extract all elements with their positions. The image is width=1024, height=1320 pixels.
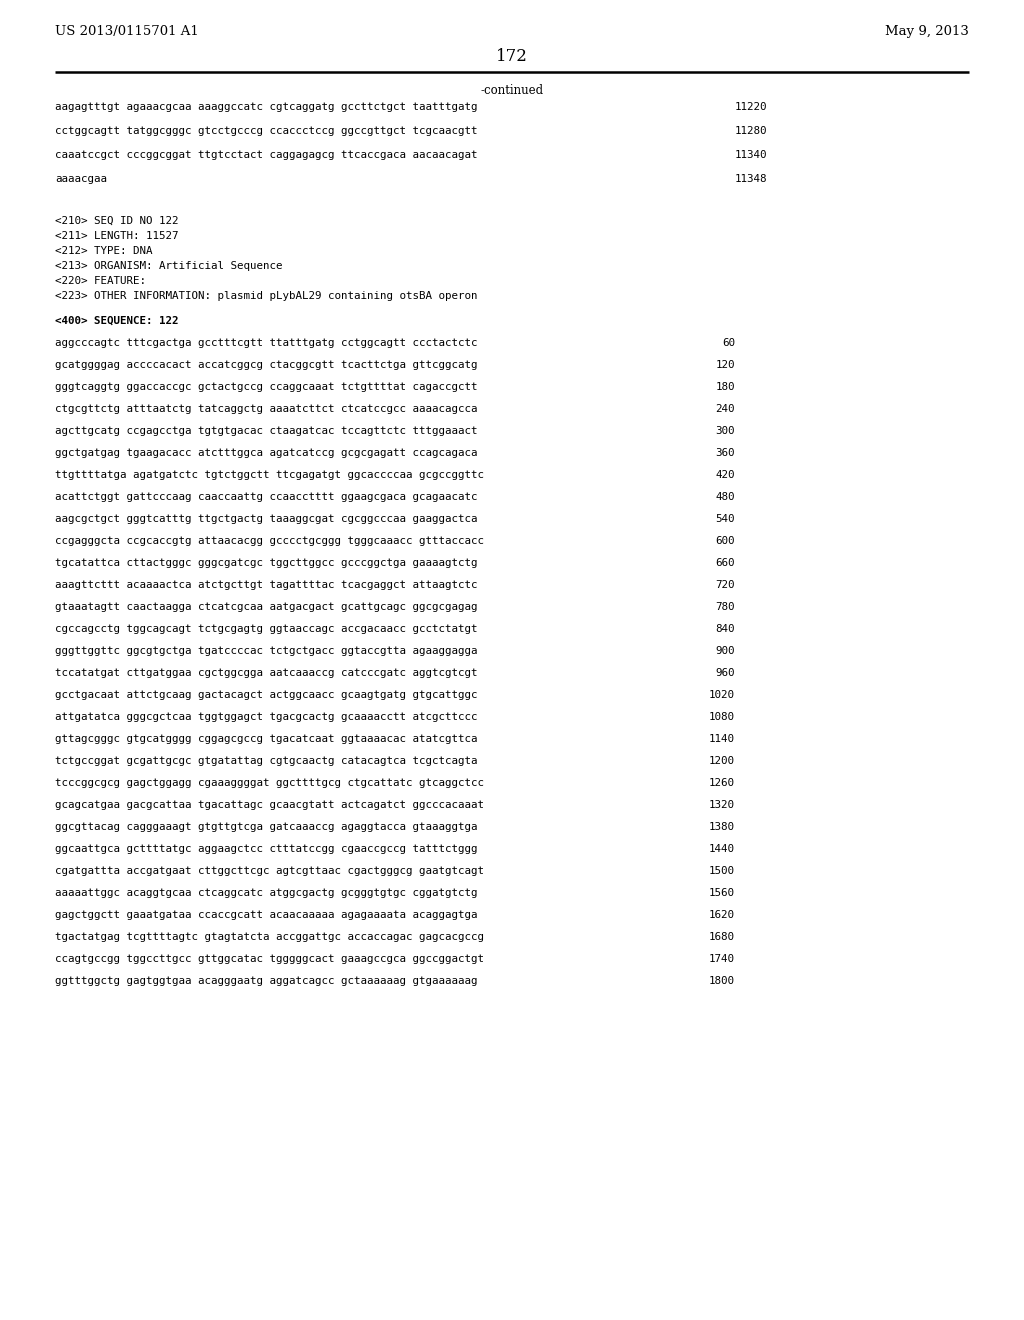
Text: 840: 840 (716, 624, 735, 634)
Text: acattctggt gattcccaag caaccaattg ccaacctttt ggaagcgaca gcagaacatc: acattctggt gattcccaag caaccaattg ccaacct… (55, 492, 477, 502)
Text: aaagttcttt acaaaactca atctgcttgt tagattttac tcacgaggct attaagtctc: aaagttcttt acaaaactca atctgcttgt tagattt… (55, 579, 477, 590)
Text: tctgccggat gcgattgcgc gtgatattag cgtgcaactg catacagtca tcgctcagta: tctgccggat gcgattgcgc gtgatattag cgtgcaa… (55, 756, 477, 766)
Text: tcccggcgcg gagctggagg cgaaaggggat ggcttttgcg ctgcattatc gtcaggctcc: tcccggcgcg gagctggagg cgaaaggggat ggcttt… (55, 777, 484, 788)
Text: 780: 780 (716, 602, 735, 612)
Text: gcatggggag accccacact accatcggcg ctacggcgtt tcacttctga gttcggcatg: gcatggggag accccacact accatcggcg ctacggc… (55, 360, 477, 370)
Text: 1440: 1440 (709, 843, 735, 854)
Text: <223> OTHER INFORMATION: plasmid pLybAL29 containing otsBA operon: <223> OTHER INFORMATION: plasmid pLybAL2… (55, 290, 477, 301)
Text: 120: 120 (716, 360, 735, 370)
Text: 180: 180 (716, 381, 735, 392)
Text: <211> LENGTH: 11527: <211> LENGTH: 11527 (55, 231, 178, 242)
Text: 1560: 1560 (709, 888, 735, 898)
Text: 1500: 1500 (709, 866, 735, 876)
Text: 360: 360 (716, 447, 735, 458)
Text: 900: 900 (716, 645, 735, 656)
Text: aggcccagtc tttcgactga gcctttcgtt ttatttgatg cctggcagtt ccctactctc: aggcccagtc tttcgactga gcctttcgtt ttatttg… (55, 338, 477, 348)
Text: 1200: 1200 (709, 756, 735, 766)
Text: 1620: 1620 (709, 909, 735, 920)
Text: tgcatattca cttactgggc gggcgatcgc tggcttggcc gcccggctga gaaaagtctg: tgcatattca cttactgggc gggcgatcgc tggcttg… (55, 558, 477, 568)
Text: gagctggctt gaaatgataa ccaccgcatt acaacaaaaa agagaaaata acaggagtga: gagctggctt gaaatgataa ccaccgcatt acaacaa… (55, 909, 477, 920)
Text: cgatgattta accgatgaat cttggcttcgc agtcgttaac cgactgggcg gaatgtcagt: cgatgattta accgatgaat cttggcttcgc agtcgt… (55, 866, 484, 876)
Text: ctgcgttctg atttaatctg tatcaggctg aaaatcttct ctcatccgcc aaaacagcca: ctgcgttctg atttaatctg tatcaggctg aaaatct… (55, 404, 477, 414)
Text: 1740: 1740 (709, 954, 735, 964)
Text: 600: 600 (716, 536, 735, 546)
Text: 172: 172 (496, 48, 528, 65)
Text: 240: 240 (716, 404, 735, 414)
Text: gttagcgggc gtgcatgggg cggagcgccg tgacatcaat ggtaaaacac atatcgttca: gttagcgggc gtgcatgggg cggagcgccg tgacatc… (55, 734, 477, 744)
Text: aagagtttgt agaaacgcaa aaaggccatc cgtcaggatg gccttctgct taatttgatg: aagagtttgt agaaacgcaa aaaggccatc cgtcagg… (55, 102, 477, 112)
Text: US 2013/0115701 A1: US 2013/0115701 A1 (55, 25, 199, 38)
Text: gcctgacaat attctgcaag gactacagct actggcaacc gcaagtgatg gtgcattggc: gcctgacaat attctgcaag gactacagct actggca… (55, 690, 477, 700)
Text: 1020: 1020 (709, 690, 735, 700)
Text: gggtcaggtg ggaccaccgc gctactgccg ccaggcaaat tctgttttat cagaccgctt: gggtcaggtg ggaccaccgc gctactgccg ccaggca… (55, 381, 477, 392)
Text: <400> SEQUENCE: 122: <400> SEQUENCE: 122 (55, 315, 178, 326)
Text: caaatccgct cccggcggat ttgtcctact caggagagcg ttcaccgaca aacaacagat: caaatccgct cccggcggat ttgtcctact caggaga… (55, 150, 477, 160)
Text: <213> ORGANISM: Artificial Sequence: <213> ORGANISM: Artificial Sequence (55, 261, 283, 271)
Text: 300: 300 (716, 426, 735, 436)
Text: 1080: 1080 (709, 711, 735, 722)
Text: -continued: -continued (480, 84, 544, 96)
Text: gtaaatagtt caactaagga ctcatcgcaa aatgacgact gcattgcagc ggcgcgagag: gtaaatagtt caactaagga ctcatcgcaa aatgacg… (55, 602, 477, 612)
Text: 60: 60 (722, 338, 735, 348)
Text: ttgttttatga agatgatctc tgtctggctt ttcgagatgt ggcaccccaa gcgccggttc: ttgttttatga agatgatctc tgtctggctt ttcgag… (55, 470, 484, 480)
Text: gcagcatgaa gacgcattaa tgacattagc gcaacgtatt actcagatct ggcccacaaat: gcagcatgaa gacgcattaa tgacattagc gcaacgt… (55, 800, 484, 810)
Text: 1140: 1140 (709, 734, 735, 744)
Text: aagcgctgct gggtcatttg ttgctgactg taaaggcgat cgcggcccaa gaaggactca: aagcgctgct gggtcatttg ttgctgactg taaaggc… (55, 513, 477, 524)
Text: ccgagggcta ccgcaccgtg attaacacgg gcccctgcggg tgggcaaacc gtttaccacc: ccgagggcta ccgcaccgtg attaacacgg gcccctg… (55, 536, 484, 546)
Text: <212> TYPE: DNA: <212> TYPE: DNA (55, 246, 153, 256)
Text: ggtttggctg gagtggtgaa acagggaatg aggatcagcc gctaaaaaag gtgaaaaaag: ggtttggctg gagtggtgaa acagggaatg aggatca… (55, 975, 477, 986)
Text: 11348: 11348 (735, 174, 768, 183)
Text: 420: 420 (716, 470, 735, 480)
Text: 11280: 11280 (735, 125, 768, 136)
Text: <210> SEQ ID NO 122: <210> SEQ ID NO 122 (55, 216, 178, 226)
Text: 11340: 11340 (735, 150, 768, 160)
Text: cctggcagtt tatggcgggc gtcctgcccg ccaccctccg ggccgttgct tcgcaacgtt: cctggcagtt tatggcgggc gtcctgcccg ccaccct… (55, 125, 477, 136)
Text: 960: 960 (716, 668, 735, 678)
Text: gggttggttc ggcgtgctga tgatccccac tctgctgacc ggtaccgtta agaaggagga: gggttggttc ggcgtgctga tgatccccac tctgctg… (55, 645, 477, 656)
Text: agcttgcatg ccgagcctga tgtgtgacac ctaagatcac tccagttctc tttggaaact: agcttgcatg ccgagcctga tgtgtgacac ctaagat… (55, 426, 477, 436)
Text: 1320: 1320 (709, 800, 735, 810)
Text: 11220: 11220 (735, 102, 768, 112)
Text: aaaacgaa: aaaacgaa (55, 174, 106, 183)
Text: tgactatgag tcgttttagtc gtagtatcta accggattgc accaccagac gagcacgccg: tgactatgag tcgttttagtc gtagtatcta accgga… (55, 932, 484, 942)
Text: ggcaattgca gcttttatgc aggaagctcc ctttatccgg cgaaccgccg tatttctggg: ggcaattgca gcttttatgc aggaagctcc ctttatc… (55, 843, 477, 854)
Text: 480: 480 (716, 492, 735, 502)
Text: <220> FEATURE:: <220> FEATURE: (55, 276, 146, 286)
Text: 1680: 1680 (709, 932, 735, 942)
Text: aaaaattggc acaggtgcaa ctcaggcatc atggcgactg gcgggtgtgc cggatgtctg: aaaaattggc acaggtgcaa ctcaggcatc atggcga… (55, 888, 477, 898)
Text: tccatatgat cttgatggaa cgctggcgga aatcaaaccg catcccgatc aggtcgtcgt: tccatatgat cttgatggaa cgctggcgga aatcaaa… (55, 668, 477, 678)
Text: attgatatca gggcgctcaa tggtggagct tgacgcactg gcaaaacctt atcgcttccc: attgatatca gggcgctcaa tggtggagct tgacgca… (55, 711, 477, 722)
Text: May 9, 2013: May 9, 2013 (885, 25, 969, 38)
Text: 1380: 1380 (709, 822, 735, 832)
Text: ggctgatgag tgaagacacc atctttggca agatcatccg gcgcgagatt ccagcagaca: ggctgatgag tgaagacacc atctttggca agatcat… (55, 447, 477, 458)
Text: 1260: 1260 (709, 777, 735, 788)
Text: ggcgttacag cagggaaagt gtgttgtcga gatcaaaccg agaggtacca gtaaaggtga: ggcgttacag cagggaaagt gtgttgtcga gatcaaa… (55, 822, 477, 832)
Text: ccagtgccgg tggccttgcc gttggcatac tgggggcact gaaagccgca ggccggactgt: ccagtgccgg tggccttgcc gttggcatac tgggggc… (55, 954, 484, 964)
Text: cgccagcctg tggcagcagt tctgcgagtg ggtaaccagc accgacaacc gcctctatgt: cgccagcctg tggcagcagt tctgcgagtg ggtaacc… (55, 624, 477, 634)
Text: 720: 720 (716, 579, 735, 590)
Text: 660: 660 (716, 558, 735, 568)
Text: 540: 540 (716, 513, 735, 524)
Text: 1800: 1800 (709, 975, 735, 986)
